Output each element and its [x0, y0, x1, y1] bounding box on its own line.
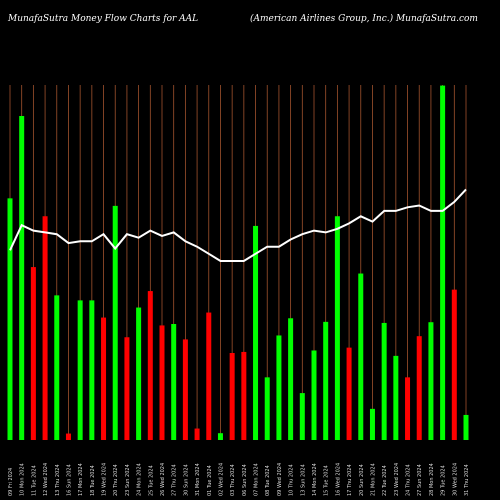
x-tick-label: 30 Wed 2024: [452, 463, 458, 496]
bar: [65, 433, 71, 440]
bar: [346, 347, 352, 440]
bar: [264, 377, 270, 440]
x-tick-label: 19 Wed 2024: [102, 463, 108, 496]
x-tick-label: 18 Tue 2024: [90, 465, 96, 496]
x-tick-label: 27 Thu 2024: [172, 464, 178, 496]
bar: [405, 377, 411, 440]
bar: [194, 428, 200, 440]
bar: [334, 216, 340, 440]
bar: [288, 318, 294, 440]
x-tick-label: 08 Tue 2024: [265, 465, 271, 496]
x-tick-label: 21 Mon 2024: [370, 463, 376, 496]
x-tick-label: 28 Mon 2024: [429, 463, 435, 496]
x-tick-label: 12 Wed 2024: [43, 463, 49, 496]
bar: [136, 307, 142, 440]
x-tick-label: 15 Tue 2024: [324, 465, 330, 496]
bar: [381, 322, 387, 440]
x-tick-label: 17 Mon 2024: [78, 463, 84, 496]
bar: [19, 116, 25, 440]
x-tick-label: 06 Sun 2024: [242, 464, 248, 496]
bar: [299, 393, 305, 440]
x-tick-label: 20 Thu 2024: [113, 464, 119, 496]
x-tick-label: 25 Tue 2024: [148, 465, 154, 496]
bar: [440, 85, 446, 440]
x-tick-label: 10 Mon 2024: [20, 463, 26, 496]
x-tick-label: 16 Sun 2024: [66, 464, 72, 496]
bar: [112, 205, 118, 440]
bar: [124, 337, 130, 440]
chart-title: MunafaSutra Money Flow Charts for AAL: [7, 14, 198, 24]
bar: [101, 317, 107, 440]
bar: [7, 198, 13, 440]
x-tick-label: 10 Thu 2024: [289, 464, 295, 496]
x-tick-label: 24 Thu 2024: [406, 464, 412, 496]
x-tick-label: 01 Tue 2024: [207, 465, 213, 496]
x-tick-label: 24 Mon 2024: [137, 463, 143, 496]
bar: [463, 414, 469, 440]
x-tick-label: 16 Wed 2024: [335, 463, 341, 496]
x-tick-label: 11 Tue 2024: [31, 465, 37, 496]
bar: [206, 312, 212, 440]
bar: [451, 289, 457, 440]
x-tick-label: 23 Wed 2024: [394, 463, 400, 496]
bar: [358, 273, 364, 440]
bar: [393, 355, 399, 440]
x-tick-label: 17 Thu 2024: [347, 464, 353, 496]
chart-subtitle: (American Airlines Group, Inc.) MunafaSu…: [250, 13, 478, 24]
x-axis-labels: 09 Fri 2024 10 Mon 2024 11 Tue 2024 12 Wed …: [8, 463, 470, 496]
bar: [171, 324, 177, 440]
x-tick-label: 30 Sun 2024: [183, 464, 189, 496]
bar: [253, 225, 259, 440]
bar: [311, 350, 317, 440]
bar: [276, 335, 282, 440]
bar: [77, 300, 83, 440]
x-tick-label: 27 Sun 2024: [417, 464, 423, 496]
x-tick-label: 02 Wed 2024: [218, 463, 224, 496]
bar: [89, 300, 95, 440]
bar: [369, 408, 375, 440]
x-tick-label: 20 Sun 2024: [359, 464, 365, 496]
x-tick-label: 22 Tue 2024: [382, 465, 388, 496]
money-flow-line-path: [9, 188, 467, 262]
bar: [323, 321, 329, 440]
bars: [7, 85, 469, 440]
bar: [30, 267, 36, 440]
bar: [54, 295, 60, 440]
x-tick-label: 31 Mon 2024: [195, 463, 201, 496]
x-tick-label: 03 Thu 2024: [230, 464, 236, 496]
bar: [147, 291, 153, 440]
x-tick-label: 13 Thu 2024: [55, 464, 61, 496]
x-tick-label: 26 Wed 2024: [160, 463, 166, 496]
bar: [182, 339, 188, 440]
x-tick-label: 09 Wed 2024: [277, 463, 283, 496]
money-flow-line: [9, 188, 467, 262]
x-tick-label: 14 Mon 2024: [312, 463, 318, 496]
bar: [42, 216, 48, 440]
bar: [159, 325, 165, 440]
x-tick-label: 07 Mon 2024: [254, 463, 260, 496]
x-tick-label: 31 Thu 2024: [464, 464, 470, 496]
bar: [217, 433, 223, 440]
x-tick-label: 29 Tue 2024: [441, 465, 447, 496]
bar: [241, 351, 247, 440]
x-tick-label: 09 Fri 2024: [8, 468, 14, 496]
bar: [428, 322, 434, 440]
bar: [229, 353, 235, 440]
bar: [416, 336, 422, 440]
x-tick-label: 13 Sun 2024: [300, 464, 306, 496]
x-tick-label: 23 Sun 2024: [125, 464, 131, 496]
